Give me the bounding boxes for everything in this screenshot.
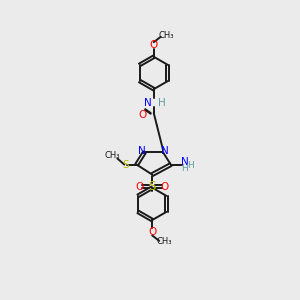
Text: S: S (122, 160, 129, 170)
Text: N: N (181, 157, 189, 167)
Text: N: N (161, 146, 169, 157)
Text: S: S (148, 180, 156, 194)
Text: H: H (187, 161, 194, 170)
Text: O: O (160, 182, 169, 192)
Text: O: O (150, 40, 158, 50)
Text: N: N (138, 146, 146, 157)
Text: H: H (182, 164, 188, 173)
Text: O: O (136, 182, 144, 192)
Text: N: N (145, 98, 152, 108)
Text: O: O (139, 110, 147, 119)
Text: O: O (148, 227, 156, 237)
Text: CH₃: CH₃ (158, 32, 174, 40)
Text: CH₃: CH₃ (105, 151, 120, 160)
Text: CH₃: CH₃ (157, 237, 172, 246)
Text: H: H (158, 98, 166, 108)
